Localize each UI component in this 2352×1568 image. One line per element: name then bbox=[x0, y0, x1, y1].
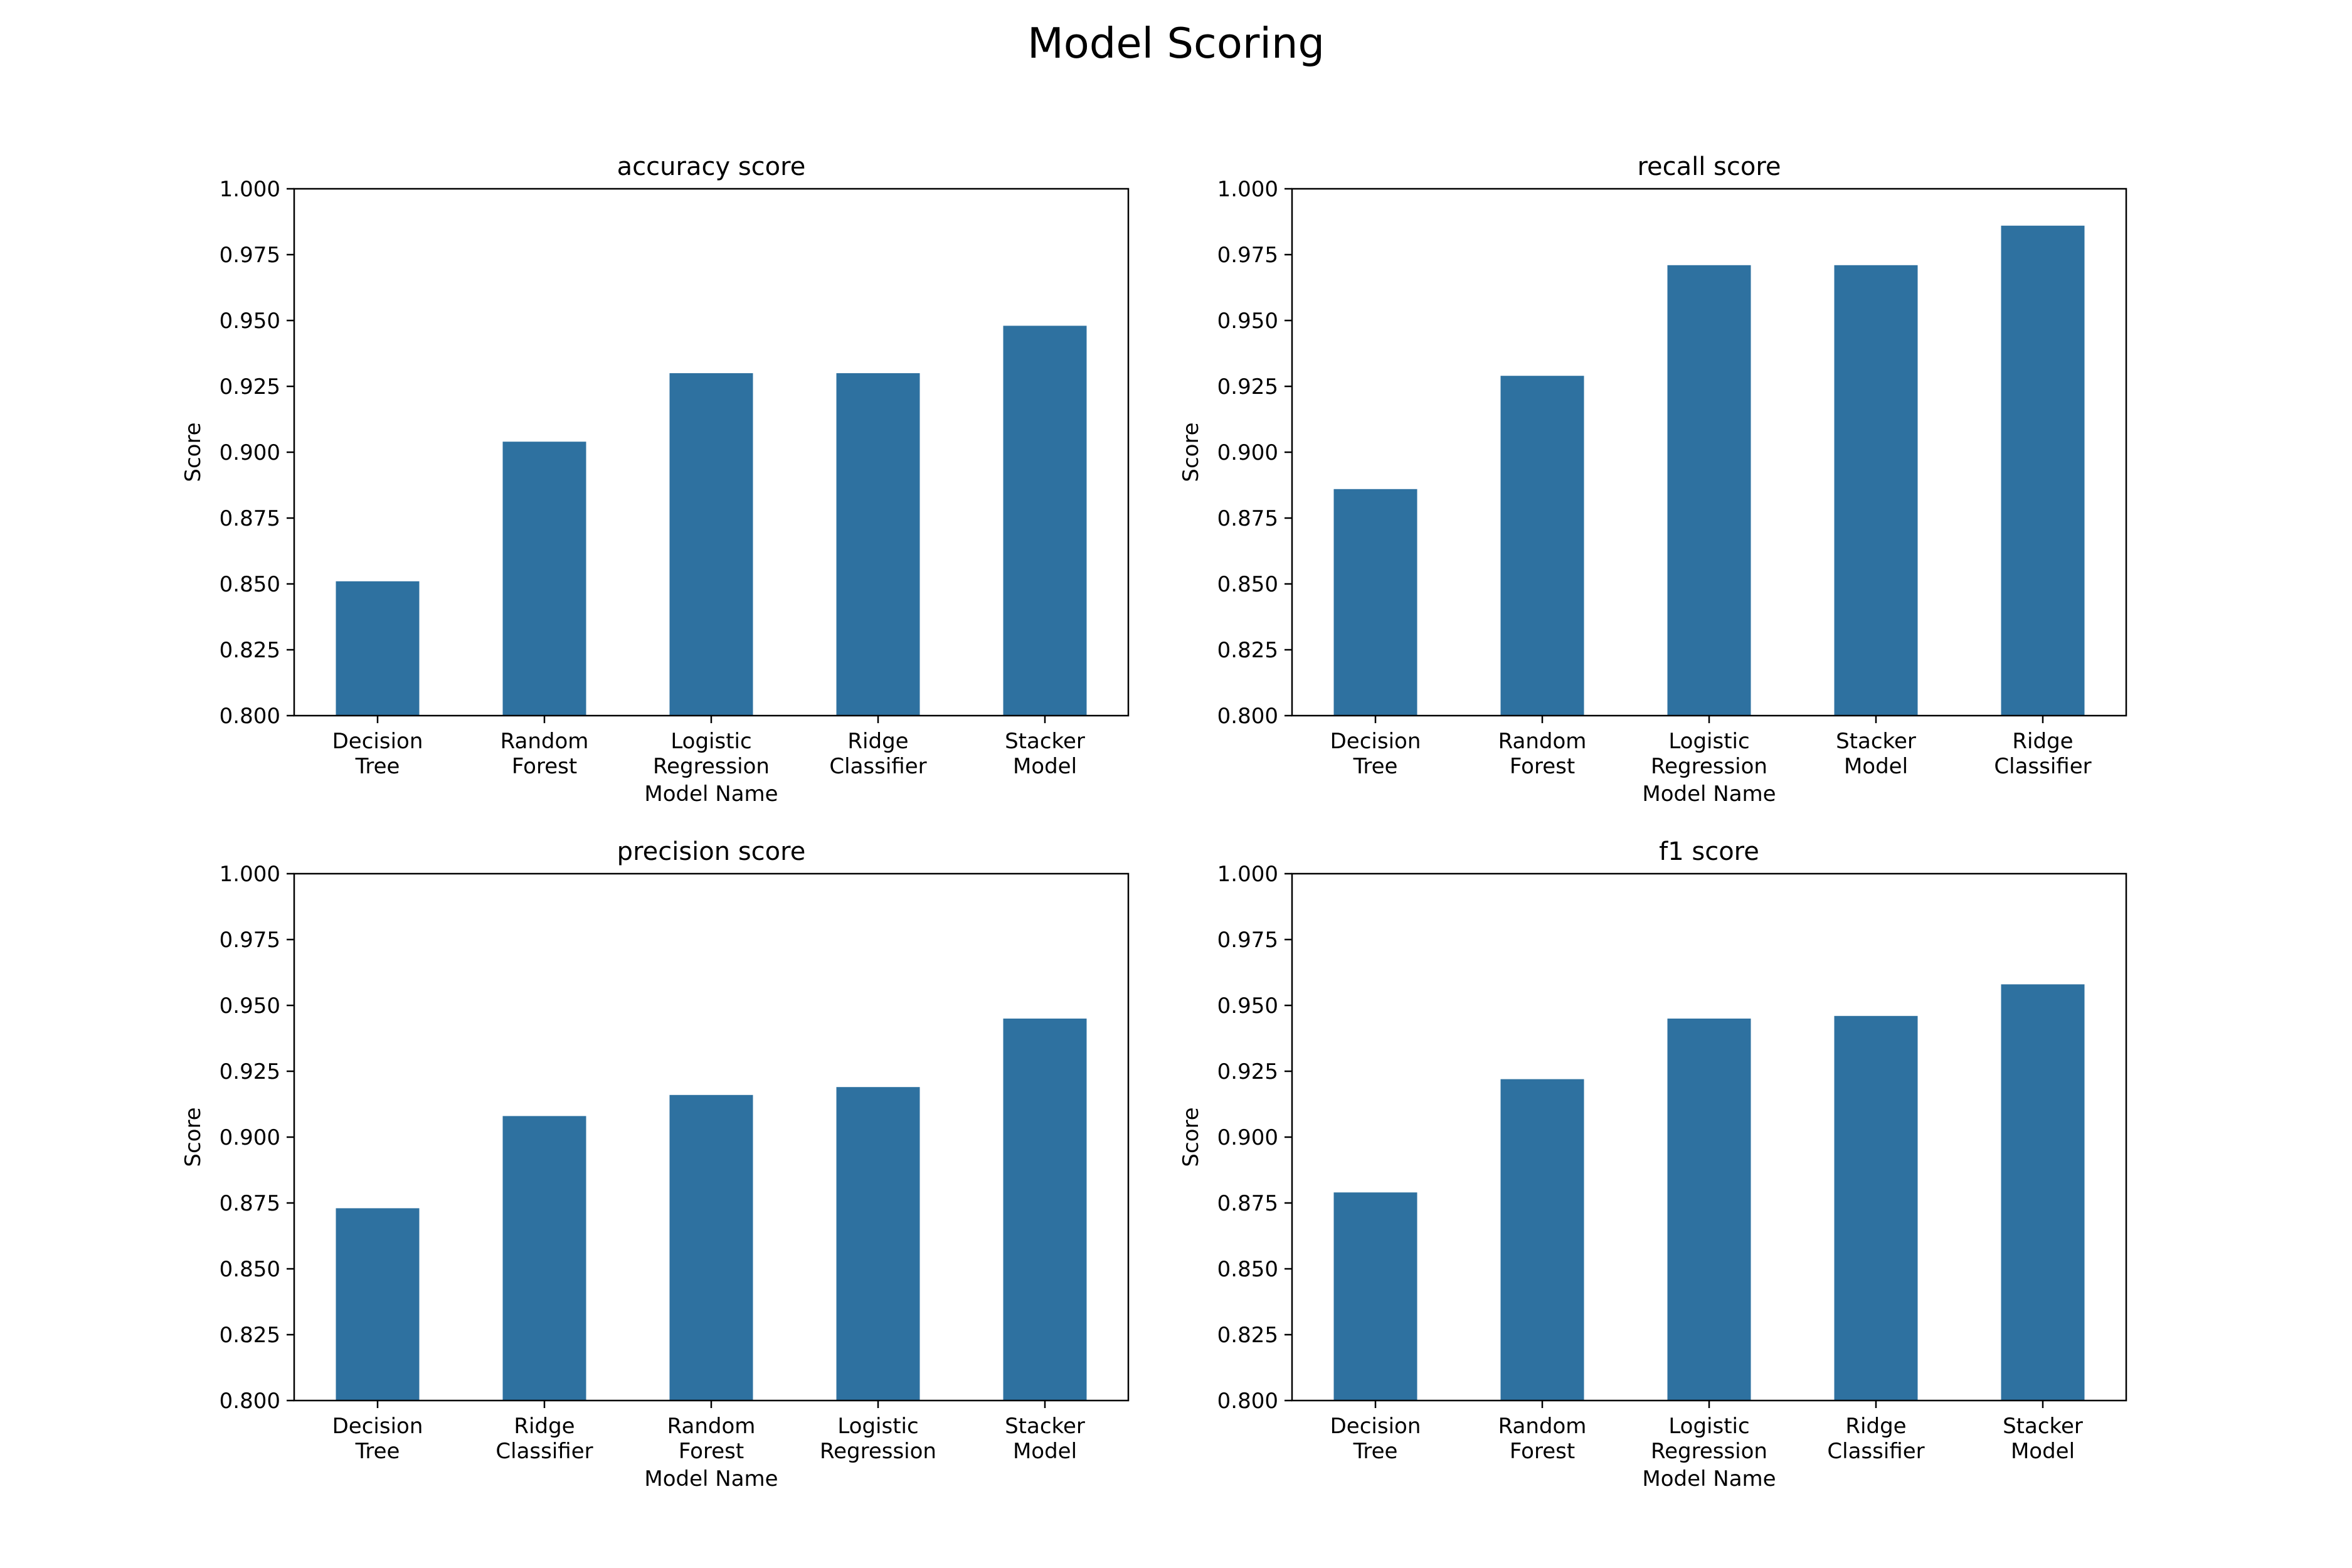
y-tick-label: 0.850 bbox=[1217, 572, 1278, 597]
bar bbox=[1667, 1019, 1751, 1401]
y-axis-label: Score bbox=[1179, 422, 1204, 482]
subplot-title: recall score bbox=[1637, 152, 1781, 181]
y-tick-label: 0.850 bbox=[220, 1257, 280, 1282]
x-tick-label: Decision Tree bbox=[1330, 729, 1421, 779]
y-tick-label: 0.825 bbox=[1217, 1323, 1278, 1348]
y-tick-label: 0.925 bbox=[1217, 374, 1278, 400]
x-tick-label: Random Forest bbox=[1498, 1414, 1587, 1464]
subplot-title: precision score bbox=[617, 837, 806, 866]
x-tick-label: Ridge Classifier bbox=[829, 729, 926, 779]
x-tick-label: Random Forest bbox=[501, 729, 589, 779]
y-tick-label: 1.000 bbox=[220, 177, 280, 202]
chart-accuracy-score: 0.800 0.825 0.850 0.875 0.900 0.925 0.950 0.975… bbox=[181, 152, 1130, 807]
y-axis-label: Score bbox=[181, 422, 206, 482]
y-axis-label: Score bbox=[1179, 1107, 1204, 1167]
y-tick-label: 0.900 bbox=[1217, 440, 1278, 465]
bar bbox=[669, 1094, 753, 1401]
y-tick-label: 0.975 bbox=[1217, 928, 1278, 953]
subplot-title: accuracy score bbox=[617, 152, 806, 181]
y-tick-label: 0.800 bbox=[1217, 704, 1278, 729]
x-axis-label: Model Name bbox=[644, 781, 778, 807]
x-tick-label: Ridge Classifier bbox=[1827, 1414, 1924, 1464]
bar bbox=[1003, 1019, 1087, 1401]
bar bbox=[1834, 265, 1918, 716]
y-tick-label: 0.800 bbox=[1217, 1389, 1278, 1414]
y-tick-label: 1.000 bbox=[1217, 862, 1278, 887]
x-tick-label: Logistic Regression bbox=[1651, 1414, 1767, 1464]
bar bbox=[2001, 225, 2085, 716]
bar bbox=[502, 1116, 586, 1401]
bar bbox=[1333, 1192, 1417, 1401]
y-tick-label: 0.900 bbox=[220, 1125, 280, 1150]
y-tick-label: 0.925 bbox=[220, 374, 280, 400]
y-tick-label: 1.000 bbox=[220, 862, 280, 887]
bar bbox=[502, 442, 586, 716]
x-tick-label: Random Forest bbox=[1498, 729, 1587, 779]
y-tick-label: 0.825 bbox=[220, 1323, 280, 1348]
y-tick-label: 0.950 bbox=[220, 309, 280, 334]
x-axis-label: Model Name bbox=[1642, 1466, 1776, 1491]
figure-title: Model Scoring bbox=[1027, 19, 1325, 68]
x-tick-label: Stacker Model bbox=[1005, 729, 1085, 779]
x-axis-label: Model Name bbox=[1642, 781, 1776, 807]
y-tick-label: 0.900 bbox=[1217, 1125, 1278, 1150]
x-tick-label: Stacker Model bbox=[1005, 1414, 1085, 1464]
x-tick-label: Ridge Classifier bbox=[1994, 729, 2091, 779]
y-tick-label: 0.925 bbox=[1217, 1059, 1278, 1084]
y-tick-label: 0.800 bbox=[220, 1389, 280, 1414]
x-tick-label: Logistic Regression bbox=[820, 1414, 936, 1464]
y-tick-label: 0.850 bbox=[220, 572, 280, 597]
y-tick-label: 0.825 bbox=[1217, 638, 1278, 663]
y-tick-label: 1.000 bbox=[1217, 177, 1278, 202]
bar bbox=[1667, 265, 1751, 716]
bar bbox=[836, 1087, 920, 1401]
y-tick-label: 0.975 bbox=[1217, 243, 1278, 268]
y-tick-label: 0.800 bbox=[220, 704, 280, 729]
chart-f1-score: 0.800 0.825 0.850 0.875 0.900 0.925 0.950 0.975… bbox=[1179, 837, 2127, 1491]
x-tick-label: Decision Tree bbox=[332, 1414, 423, 1464]
bar bbox=[1500, 376, 1584, 716]
subplot-title: f1 score bbox=[1659, 837, 1759, 866]
x-tick-label: Logistic Regression bbox=[653, 729, 770, 779]
y-tick-label: 0.975 bbox=[220, 928, 280, 953]
bar bbox=[336, 581, 420, 716]
bar bbox=[1333, 489, 1417, 716]
x-tick-label: Logistic Regression bbox=[1651, 729, 1767, 779]
y-tick-label: 0.875 bbox=[220, 1191, 280, 1216]
bar bbox=[669, 373, 753, 716]
y-axis-label: Score bbox=[181, 1107, 206, 1167]
y-tick-label: 0.975 bbox=[220, 243, 280, 268]
bar bbox=[1834, 1015, 1918, 1401]
y-tick-label: 0.875 bbox=[220, 506, 280, 531]
x-tick-label: Decision Tree bbox=[332, 729, 423, 779]
x-tick-label: Ridge Classifier bbox=[495, 1414, 593, 1464]
y-tick-label: 0.950 bbox=[220, 993, 280, 1019]
bar bbox=[1003, 326, 1087, 716]
x-tick-label: Stacker Model bbox=[1836, 729, 1916, 779]
x-tick-label: Decision Tree bbox=[1330, 1414, 1421, 1464]
y-tick-label: 0.825 bbox=[220, 638, 280, 663]
chart-precision-score: 0.800 0.825 0.850 0.875 0.900 0.925 0.950 0.975… bbox=[181, 837, 1130, 1491]
bar bbox=[336, 1208, 420, 1401]
bar bbox=[2001, 984, 2085, 1401]
y-tick-label: 0.850 bbox=[1217, 1257, 1278, 1282]
bar bbox=[1500, 1079, 1584, 1401]
bar bbox=[836, 373, 920, 716]
y-tick-label: 0.875 bbox=[1217, 1191, 1278, 1216]
y-tick-label: 0.950 bbox=[1217, 309, 1278, 334]
y-tick-label: 0.875 bbox=[1217, 506, 1278, 531]
y-tick-label: 0.900 bbox=[220, 440, 280, 465]
y-tick-label: 0.950 bbox=[1217, 993, 1278, 1019]
chart-recall-score: 0.800 0.825 0.850 0.875 0.900 0.925 0.950 0.975… bbox=[1179, 152, 2127, 807]
x-axis-label: Model Name bbox=[644, 1466, 778, 1491]
y-tick-label: 0.925 bbox=[220, 1059, 280, 1084]
x-tick-label: Random Forest bbox=[667, 1414, 756, 1464]
x-tick-label: Stacker Model bbox=[2003, 1414, 2083, 1464]
